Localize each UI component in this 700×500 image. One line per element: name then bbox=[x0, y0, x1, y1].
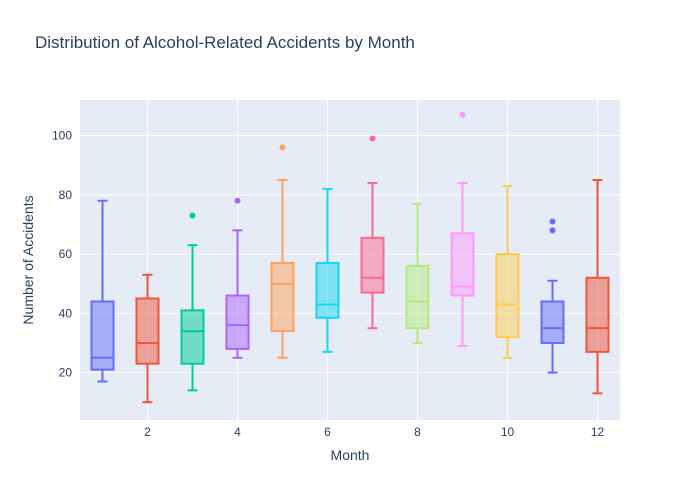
outlier-point bbox=[279, 144, 286, 151]
box-month-10 bbox=[495, 184, 520, 359]
box-layer bbox=[90, 111, 610, 404]
outlier-point bbox=[234, 197, 241, 204]
box-month-7 bbox=[360, 135, 385, 330]
outlier-point bbox=[459, 111, 466, 118]
iqr-box bbox=[405, 264, 430, 330]
iqr-box bbox=[450, 232, 475, 297]
iqr-box bbox=[315, 261, 340, 319]
iqr-box bbox=[90, 300, 115, 371]
outlier-point bbox=[549, 227, 556, 234]
x-tick-label: 12 bbox=[591, 425, 605, 439]
x-axis-title: Month bbox=[331, 447, 370, 463]
box-month-1 bbox=[90, 199, 115, 383]
outlier-point bbox=[369, 135, 376, 142]
box-month-6 bbox=[315, 187, 340, 353]
box-month-12 bbox=[585, 179, 610, 395]
outlier-point bbox=[189, 212, 196, 219]
chart-title: Distribution of Alcohol-Related Accident… bbox=[35, 33, 415, 52]
iqr-box bbox=[360, 236, 385, 294]
y-tick-label: 40 bbox=[59, 306, 73, 320]
box-month-8 bbox=[405, 202, 430, 344]
x-tick-label: 6 bbox=[324, 425, 331, 439]
y-tick-label: 20 bbox=[59, 366, 73, 380]
plot-background bbox=[80, 100, 620, 420]
box-month-9 bbox=[450, 111, 475, 347]
box-month-4 bbox=[225, 197, 250, 359]
box-month-11 bbox=[540, 218, 565, 374]
x-tick-label: 8 bbox=[414, 425, 421, 439]
tick-labels: 20 40 60 80 100 2 4 6 8 10 12 bbox=[52, 129, 605, 439]
box-month-5 bbox=[270, 144, 295, 359]
y-tick-label: 100 bbox=[52, 129, 72, 143]
y-axis-title: Number of Accidents bbox=[20, 195, 36, 324]
box-month-3 bbox=[180, 212, 205, 392]
box-month-2 bbox=[135, 273, 160, 404]
iqr-box bbox=[135, 297, 160, 365]
x-tick-label: 4 bbox=[234, 425, 241, 439]
iqr-box bbox=[270, 261, 295, 333]
x-tick-label: 10 bbox=[501, 425, 515, 439]
iqr-box bbox=[495, 253, 520, 339]
iqr-box bbox=[180, 309, 205, 365]
iqr-box bbox=[540, 300, 565, 344]
x-tick-label: 2 bbox=[144, 425, 151, 439]
iqr-box bbox=[225, 294, 250, 350]
y-tick-label: 80 bbox=[59, 188, 73, 202]
outlier-point bbox=[549, 218, 556, 225]
y-tick-label: 60 bbox=[59, 247, 73, 261]
iqr-box bbox=[585, 276, 610, 353]
